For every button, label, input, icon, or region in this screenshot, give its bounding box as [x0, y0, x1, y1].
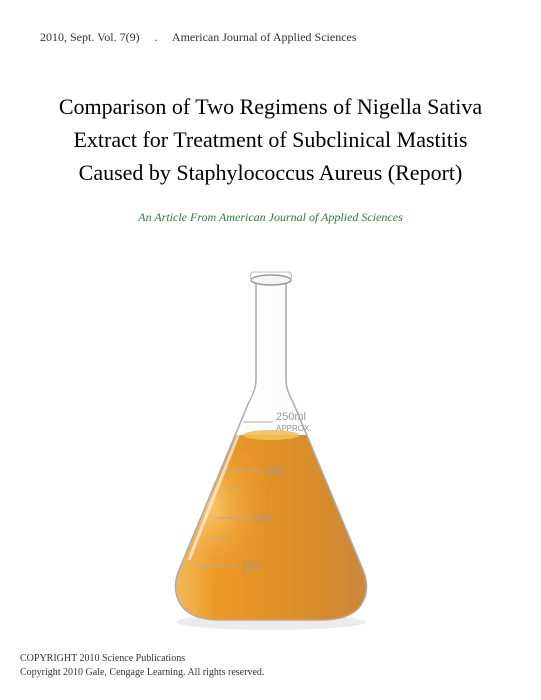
- gradation-approx-label: APPROX.: [276, 424, 312, 433]
- gradation-150-label: 150: [253, 513, 271, 525]
- article-subtitle: An Article From American Journal of Appl…: [40, 210, 501, 225]
- article-title: Comparison of Two Regimens of Nigella Sa…: [40, 90, 501, 189]
- issue-info: 2010, Sept. Vol. 7(9) . American Journal…: [40, 30, 357, 45]
- flask-icon: 250ml APPROX. 200 150 100: [131, 260, 411, 630]
- gradation-100-label: 100: [241, 560, 259, 572]
- copyright-block: COPYRIGHT 2010 Science Publications Copy…: [20, 652, 264, 680]
- flask-body-outline: [175, 280, 366, 620]
- issue-text: 2010, Sept. Vol. 7(9): [40, 30, 140, 44]
- header-line: 2010, Sept. Vol. 7(9) . American Journal…: [40, 30, 501, 45]
- copyright-line-1: COPYRIGHT 2010 Science Publications: [20, 652, 264, 666]
- gradation-200-label: 200: [265, 465, 283, 477]
- separator: .: [155, 30, 158, 44]
- flask-illustration: 250ml APPROX. 200 150 100: [131, 260, 411, 630]
- flask-rim: [251, 275, 291, 285]
- journal-name: American Journal of Applied Sciences: [172, 30, 357, 44]
- gradation-250-label: 250ml: [276, 411, 306, 423]
- copyright-line-2: Copyright 2010 Gale, Cengage Learning. A…: [20, 666, 264, 680]
